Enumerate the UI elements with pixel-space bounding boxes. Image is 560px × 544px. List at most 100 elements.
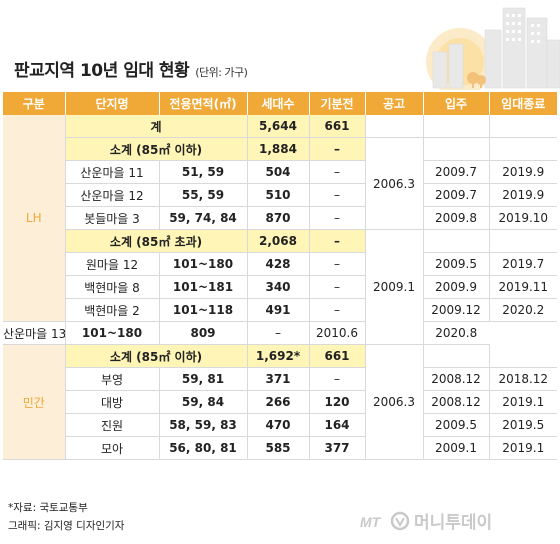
col-area: 전용면적(㎡) [159,92,248,115]
rental-end: 2020.8 [423,321,489,345]
col-category: 구분 [3,92,66,115]
rental-end: 2019.10 [489,206,557,230]
notice-date: 2009.1 [365,229,424,345]
table-row: 봇들마을 3 59, 74, 84 870 – 2009.8 2019.10 [3,206,557,230]
prev: 120 [309,390,366,414]
empty-cell [423,344,490,368]
complex-name: 산운마을 11 [65,160,160,184]
subtotal-label: 소계 (85㎡ 초과) [65,229,248,253]
col-move-in: 입주 [423,92,490,115]
subtotal-label: 소계 (85㎡ 이하) [65,344,248,368]
col-households: 세대수 [247,92,310,115]
move-in: 2010.6 [309,321,366,345]
area: 101~180 [65,321,160,345]
total-households: 5,644 [247,115,310,138]
rental-end: 2019.9 [489,160,557,184]
table-row: 산운마을 12 55, 59 510 – 2009.7 2019.9 [3,183,557,207]
empty-cell [423,137,490,161]
households: 870 [247,206,310,230]
prev: – [247,321,310,345]
move-in: 2009.12 [423,298,490,322]
complex-name: 산운마을 12 [65,183,160,207]
move-in: 2009.7 [423,183,490,207]
prev: – [309,298,366,322]
area: 51, 59 [159,160,248,184]
subtotal-prev: – [309,229,366,253]
area: 101~180 [159,252,248,276]
subtotal-prev: 661 [309,344,366,368]
empty-cell [489,115,557,138]
rental-end: 2019.1 [489,390,557,414]
group-lh: LH [3,115,66,322]
table-row: 원마을 12 101~180 428 – 2009.5 2019.7 [3,252,557,276]
col-prev: 기분전 [309,92,366,115]
area: 58, 59, 83 [159,413,248,437]
move-in: 2009.1 [423,436,490,460]
move-in: 2008.12 [423,390,490,414]
col-end: 임대종료 [489,92,557,115]
subtotal-prev: – [309,137,366,161]
table-row: 진원 58, 59, 83 470 164 2009.5 2019.5 [3,413,557,437]
subtotal-label: 소계 (85㎡ 이하) [65,137,248,161]
subtotal-households: 1,884 [247,137,310,161]
area: 56, 80, 81 [159,436,248,460]
table-row: 부영 59, 81 371 – 2008.12 2018.12 [3,367,557,391]
subtotal-households: 2,068 [247,229,310,253]
prev: 164 [309,413,366,437]
complex-name: 산운마을 13 [3,321,66,345]
move-in: 2009.7 [423,160,490,184]
empty-cell [423,229,490,253]
area: 101~118 [159,298,248,322]
empty-cell [365,115,424,138]
brand-check-icon [395,517,405,528]
complex-name: 백현마을 8 [65,275,160,299]
prev: – [309,367,366,391]
header-row: 구분 단지명 전용면적(㎡) 세대수 기분전 공고 입주 임대종료 [3,92,557,115]
area: 59, 84 [159,390,248,414]
source-note: *자료: 국토교통부 [8,502,88,514]
prev: – [309,206,366,230]
complex-name: 백현마을 2 [65,298,160,322]
subtotal-row: 소계 (85㎡ 이하) 1,884 – 2006.3 [3,137,557,230]
households: 340 [247,275,310,299]
complex-name: 대방 [65,390,160,414]
households: 585 [247,436,310,460]
total-prev: 661 [309,115,366,138]
complex-name: 원마을 12 [65,252,160,276]
households: 470 [247,413,310,437]
subtotal-households: 1,692* [247,344,310,368]
rental-end: 2019.11 [489,275,557,299]
rental-end: 2019.9 [489,183,557,207]
subtotal-row: 민간 소계 (85㎡ 이하) 1,692* 661 2006.3 [3,344,557,460]
col-notice: 공고 [365,92,424,115]
rental-end: 2019.1 [489,436,557,460]
unit-label: (단위: 가구) [195,66,248,79]
subtotal-row: 소계 (85㎡ 초과) 2,068 – 2009.1 [3,229,557,345]
households: 809 [159,321,248,345]
complex-name: 봇들마을 3 [65,206,160,230]
complex-name: 모아 [65,436,160,460]
move-in: 2009.9 [423,275,490,299]
table-row: 대방 59, 84 266 120 2008.12 2019.1 [3,390,557,414]
city-illustration [426,7,560,90]
households: 491 [247,298,310,322]
brand-logo: MT 머니투데이 [360,511,492,533]
move-in: 2009.8 [423,206,490,230]
complex-name: 진원 [65,413,160,437]
brand-name: 머니투데이 [414,513,492,533]
prev: – [309,160,366,184]
graphic-credit: 그래픽: 김지영 디자인기자 [8,520,125,532]
table-row: 산운마을 11 51, 59 504 – 2009.7 2019.9 [3,160,557,184]
prev: 377 [309,436,366,460]
table-row: 백현마을 8 101~181 340 – 2009.9 2019.11 [3,275,557,299]
empty-cell [489,229,557,253]
prev: – [309,252,366,276]
total-label: 계 [65,115,248,138]
group-private: 민간 [3,344,66,460]
area: 59, 81 [159,367,248,391]
empty-cell [423,115,490,138]
move-in: 2009.5 [423,413,490,437]
prev: – [309,275,366,299]
empty-cell [489,344,557,368]
table-row: 산운마을 13 101~180 809 – 2010.6 2020.8 [3,321,557,345]
